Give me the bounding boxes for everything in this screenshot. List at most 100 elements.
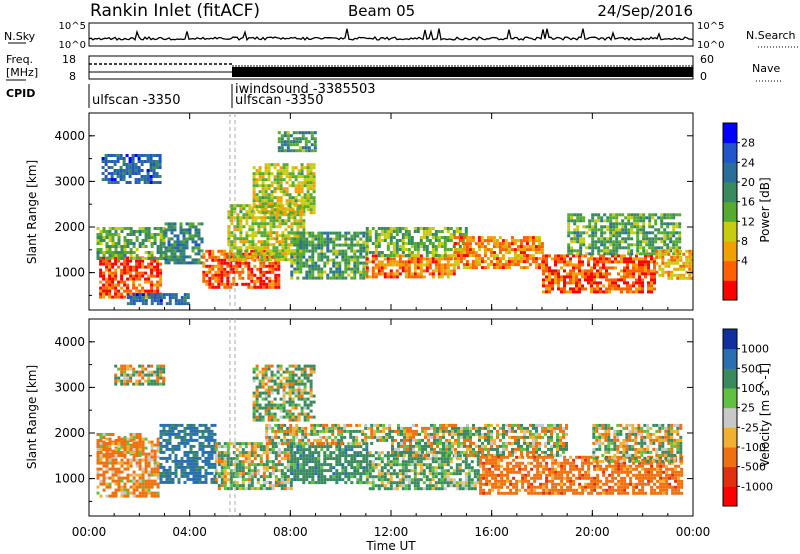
heatmap-cell: [138, 233, 142, 236]
heatmap-cell: [96, 248, 100, 251]
heatmap-cell: [298, 137, 302, 141]
heatmap-cell: [258, 169, 262, 173]
heatmap-cell: [223, 487, 227, 491]
heatmap-cell: [213, 474, 217, 478]
heatmap-cell: [350, 246, 354, 250]
heatmap-cell: [425, 245, 429, 248]
heatmap-cell: [311, 249, 315, 253]
heatmap-cell: [627, 252, 631, 256]
heatmap-cell: [108, 283, 112, 287]
heatmap-cell: [486, 242, 490, 246]
heatmap-cell: [641, 266, 644, 270]
heatmap-cell: [642, 240, 646, 244]
heatmap-cell: [300, 196, 304, 200]
heatmap-cell: [105, 265, 109, 269]
heatmap-cell: [107, 172, 111, 175]
heatmap-cell: [599, 281, 602, 285]
heatmap-cell: [229, 261, 233, 265]
heatmap-cell: [205, 264, 209, 268]
heatmap-cell: [353, 231, 357, 235]
heatmap-cell: [320, 276, 324, 280]
heatmap-cell: [241, 484, 245, 488]
heatmap-cell: [347, 273, 351, 277]
heatmap-cell: [111, 295, 115, 299]
heatmap-cell: [284, 246, 288, 250]
heatmap-cell: [223, 252, 227, 256]
heatmap-cell: [242, 258, 246, 262]
heatmap-cell: [247, 264, 251, 268]
heatmap-cell: [300, 163, 304, 167]
heatmap-cell: [416, 260, 420, 264]
heatmap-cell: [108, 274, 112, 278]
heatmap-cell: [229, 469, 233, 473]
heatmap-cell: [398, 248, 402, 251]
heatmap-cell: [260, 222, 264, 226]
heatmap-cell: [150, 494, 154, 498]
heatmap-cell: [401, 248, 405, 251]
heatmap-cell: [332, 472, 336, 476]
heatmap-cell: [386, 248, 390, 251]
heatmap-cell: [150, 293, 154, 297]
heatmap-cell: [108, 292, 112, 296]
heatmap-cell: [183, 471, 187, 475]
heatmap-cell: [299, 463, 303, 467]
heatmap-cell: [389, 275, 393, 279]
heatmap-cell: [223, 469, 227, 473]
heatmap-cell: [143, 181, 147, 184]
heatmap-cell: [404, 460, 408, 464]
heatmap-cell: [329, 454, 333, 458]
heatmap-cell: [569, 272, 572, 276]
heatmap-cell: [341, 454, 345, 458]
heatmap-cell: [143, 160, 147, 163]
heatmap-cell: [220, 454, 224, 458]
heatmap-cell: [282, 172, 286, 176]
heatmap-cell: [274, 469, 278, 473]
heatmap-cell: [183, 459, 187, 463]
heatmap-cell: [443, 266, 447, 270]
heatmap-cell: [122, 157, 126, 160]
heatmap-cell: [323, 475, 327, 479]
heatmap-cell: [635, 287, 638, 291]
heatmap-cell: [262, 264, 266, 268]
heatmap-cell: [117, 485, 121, 489]
heatmap-cell: [102, 461, 106, 465]
noise-right-tick-top: 10^5: [697, 21, 724, 32]
heatmap-cell: [186, 465, 190, 469]
heatmap-cell: [368, 469, 372, 473]
heatmap-cell: [365, 236, 369, 239]
heatmap-cell: [459, 248, 463, 252]
heatmap-cell: [591, 240, 595, 244]
heatmap-cell: [654, 228, 658, 232]
heatmap-cell: [214, 442, 218, 446]
heatmap-cell: [309, 169, 313, 173]
heatmap-cell: [251, 252, 255, 256]
heatmap-cell: [210, 456, 214, 460]
heatmap-cell: [293, 240, 297, 244]
heatmap-cell: [480, 260, 484, 264]
heatmap-cell: [102, 476, 106, 480]
heatmap-cell: [170, 231, 174, 235]
heatmap-cell: [174, 468, 178, 472]
heatmap-cell: [111, 494, 115, 498]
heatmap-cell: [147, 482, 151, 486]
heatmap-cell: [581, 275, 584, 279]
heatmap-cell: [276, 181, 280, 185]
heatmap-cell: [299, 234, 303, 238]
heatmap-cell: [120, 488, 124, 492]
heatmap-cell: [332, 237, 336, 241]
heatmap-cell: [660, 231, 664, 235]
heatmap-cell: [245, 246, 249, 250]
heatmap-cell: [312, 199, 316, 203]
heatmap-cell: [153, 293, 157, 297]
heatmap-cell: [277, 282, 281, 286]
heatmap-cell: [368, 463, 372, 467]
heatmap-cell: [368, 451, 372, 455]
heatmap-cell: [208, 282, 212, 286]
heatmap-cell: [217, 279, 221, 283]
heatmap-cell: [314, 460, 318, 464]
heatmap-cell: [542, 254, 545, 258]
heatmap-cell: [259, 457, 263, 461]
heatmap-cell: [262, 466, 266, 470]
heatmap-cell: [596, 284, 599, 288]
heatmap-cell: [338, 231, 342, 235]
